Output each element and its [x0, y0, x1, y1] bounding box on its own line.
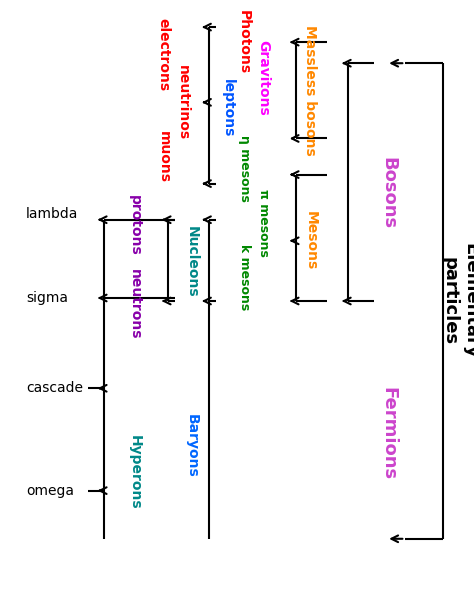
Text: π mesons: π mesons — [256, 189, 270, 256]
Text: neutrinos: neutrinos — [175, 65, 190, 140]
Text: neutrons: neutrons — [128, 268, 142, 340]
Text: η mesons: η mesons — [237, 135, 251, 202]
Text: Gravitons: Gravitons — [256, 40, 270, 116]
Text: Baryons: Baryons — [185, 414, 199, 477]
Text: protons: protons — [128, 196, 142, 256]
Text: omega: omega — [26, 483, 74, 498]
Text: sigma: sigma — [26, 291, 68, 305]
Text: Bosons: Bosons — [380, 157, 398, 229]
Text: leptons: leptons — [220, 79, 235, 137]
Text: Fermions: Fermions — [380, 387, 398, 480]
Text: cascade: cascade — [26, 381, 83, 396]
Text: Massless bosons: Massless bosons — [303, 25, 318, 156]
Text: k mesons: k mesons — [237, 244, 251, 310]
Text: muons: muons — [156, 131, 171, 182]
Text: Mesons: Mesons — [303, 211, 318, 270]
Text: electrons: electrons — [156, 17, 171, 91]
Text: lambda: lambda — [26, 206, 78, 221]
Text: Hyperons: Hyperons — [128, 435, 142, 510]
Text: Elementary
particles: Elementary particles — [440, 243, 474, 359]
Text: Photons: Photons — [237, 10, 251, 74]
Text: Nucleons: Nucleons — [185, 226, 199, 297]
